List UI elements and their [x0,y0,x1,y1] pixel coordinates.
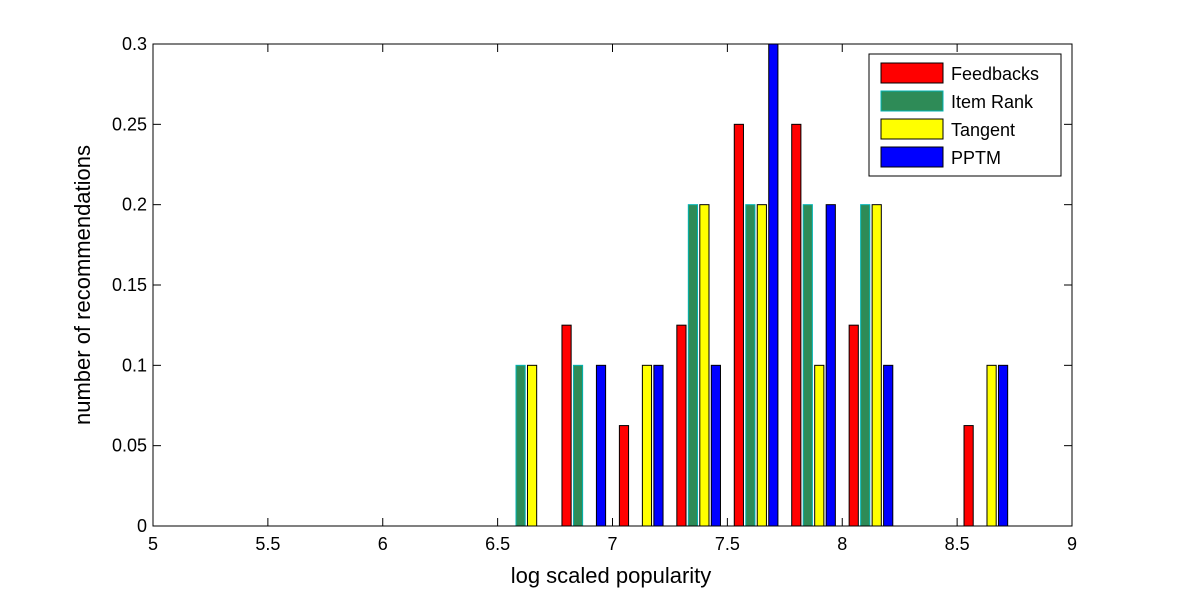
bar-item-rank-10 [745,204,756,527]
legend-swatch-feedbacks [880,62,944,84]
series-item-rank [515,204,871,527]
legend-swatch-pptm [880,146,944,168]
x-tick-label: 5 [148,534,158,554]
bar-pptm-10 [768,43,779,527]
bar-feedbacks-9 [676,324,687,527]
x-axis-label: log scaled popularity [511,563,712,588]
bar-tangent-14 [986,364,997,527]
legend-label-pptm: PPTM [951,148,1001,168]
bar-feedbacks-8 [618,425,630,527]
x-tick-label: 5.5 [255,534,280,554]
legend: Feedbacks Item Rank Tangent PPTM [868,53,1062,177]
bar-item-rank-12 [860,204,871,527]
legend-swatch-tangent [880,118,944,140]
y-tick-label: 0.05 [112,436,147,456]
bar-item-rank-7 [572,364,584,527]
bar-pptm-9 [710,364,721,527]
y-tick-label: 0.25 [112,114,147,134]
bar-feedbacks-10 [733,123,744,527]
bar-tangent-10 [756,204,767,527]
series-feedbacks [561,123,974,527]
bar-pptm-12 [883,364,894,527]
bar-pptm-11 [825,204,836,527]
y-tick-label: 0.15 [112,275,147,295]
series-tangent [526,204,997,527]
bar-pptm-8 [653,364,664,527]
x-tick-label: 7.5 [715,534,740,554]
y-axis-label: number of recommendations [70,145,95,425]
bar-tangent-12 [871,204,882,527]
bar-item-rank-6 [515,364,526,527]
y-tick-label: 0 [137,516,147,536]
bar-feedbacks-11 [791,123,802,527]
bar-tangent-9 [699,204,710,527]
x-tick-label: 7 [607,534,617,554]
legend-label-feedbacks: Feedbacks [951,64,1039,84]
x-tick-label: 6.5 [485,534,510,554]
x-tick-label: 8.5 [945,534,970,554]
legend-label-item-rank: Item Rank [951,92,1034,112]
bar-feedbacks-7 [561,324,572,527]
series-pptm [595,43,1009,527]
bar-pptm-7 [595,364,607,527]
bar-tangent-6 [526,364,538,527]
bar-feedbacks-12 [848,324,859,527]
y-tick-label: 0.3 [122,34,147,54]
legend-swatch-item-rank [880,90,944,112]
axes: 5 5.5 6 6.5 7 7.5 8 8.5 9 0 0.05 0.1 0.15 0.2 0.25 0.3 [112,34,1077,554]
bars-layer [515,43,1009,527]
y-tick-label: 0.1 [122,355,147,375]
x-tick-label: 8 [837,534,847,554]
y-tick-label: 0.2 [122,195,147,215]
bar-item-rank-9 [687,204,699,527]
x-tick-label: 9 [1067,534,1077,554]
bar-tangent-8 [641,364,653,527]
x-tick-label: 6 [378,534,388,554]
bar-tangent-11 [814,364,825,527]
legend-label-tangent: Tangent [951,120,1015,140]
bar-pptm-14 [997,364,1009,527]
bar-feedbacks-14 [963,425,974,527]
bar-item-rank-11 [802,204,813,527]
